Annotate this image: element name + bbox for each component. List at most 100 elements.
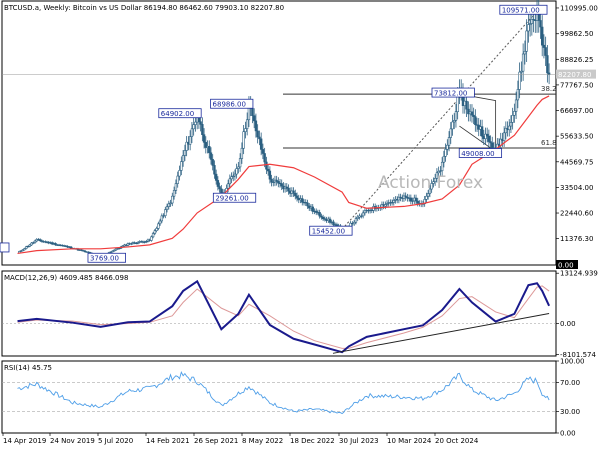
price-candle-body — [118, 247, 121, 250]
rsi-title: RSI(14) 45.75 — [4, 364, 52, 372]
price-candle-body — [258, 136, 261, 140]
price-candle-body — [252, 115, 256, 122]
price-candle-body — [294, 192, 297, 197]
price-candle-body — [449, 128, 452, 138]
price-candle-body — [489, 141, 492, 144]
price-candle-body — [433, 177, 437, 182]
price-tag — [556, 69, 596, 79]
price-candle-body — [547, 72, 551, 75]
x-tick-label: 18 Dec 2022 — [290, 437, 335, 445]
watermark: Action Forex — [378, 173, 483, 193]
price-y-tick-label: 22440.60 — [560, 210, 593, 218]
price-candle-body — [266, 168, 270, 172]
rsi-line — [17, 371, 550, 415]
price-candle-body — [143, 241, 146, 243]
price-candle-body — [209, 152, 213, 160]
price-candle-body — [352, 221, 356, 225]
price-candle-body — [328, 218, 332, 223]
price-candle-body — [32, 242, 35, 244]
price-candle-body — [201, 124, 204, 135]
price-candle-body — [437, 171, 440, 174]
price-candle-body — [145, 241, 148, 243]
price-y-tick-label: 66697.00 — [560, 107, 593, 115]
price-candle-body — [472, 114, 475, 117]
price-candle-body — [240, 147, 244, 159]
price-candle-body — [335, 224, 339, 227]
price-candle-body — [19, 250, 23, 252]
price-candle-body — [453, 120, 456, 123]
price-candle-body — [514, 99, 518, 112]
price-candle-body — [416, 200, 419, 204]
annotation-label: 29261.00 — [215, 195, 248, 203]
price-candle-body — [306, 202, 309, 207]
fib-label: 38.2 — [541, 85, 557, 93]
macd-trendline — [332, 313, 550, 354]
price-candle-body — [216, 180, 220, 187]
price-candle-body — [242, 131, 245, 149]
price-candle-body — [546, 55, 549, 74]
rsi-y-tick-label: 0.00 — [560, 430, 576, 438]
price-candle-body — [233, 173, 237, 177]
price-candle-body — [213, 165, 216, 175]
price-candle-body — [509, 122, 513, 127]
price-candle-body — [26, 245, 30, 248]
price-candle-body — [444, 148, 447, 157]
price-candle-body — [153, 230, 157, 234]
price-candle-body — [320, 215, 323, 218]
price-candle-body — [384, 204, 387, 207]
price-candle-body — [527, 24, 530, 32]
price-candle-body — [169, 202, 172, 205]
price-y-tick-label: 77767.50 — [560, 81, 593, 89]
x-tick-label: 24 Nov 2019 — [50, 437, 95, 445]
price-candle-body — [484, 133, 487, 139]
price-candle-body — [192, 124, 195, 130]
price-candle-body — [54, 243, 57, 246]
price-candle-body — [425, 195, 428, 200]
price-candle-body — [176, 175, 179, 184]
price-candle-body — [218, 186, 221, 190]
price-candle-body — [518, 71, 521, 90]
rsi-y-tick-label: 70.00 — [560, 379, 580, 387]
price-candle-body — [208, 146, 211, 154]
price-candle-body — [21, 249, 24, 252]
price-candle-body — [270, 178, 273, 183]
panel-frame-macd — [1, 270, 557, 357]
price-candle-body — [261, 149, 265, 154]
price-candle-body — [111, 250, 114, 253]
price-candle-body — [439, 170, 442, 172]
price-y-tick-label: 11376.30 — [560, 235, 593, 243]
price-candle-body — [318, 212, 321, 217]
price-candle-body — [83, 250, 87, 253]
price-y-tick-label: 33504.00 — [560, 184, 593, 192]
annotation-label: 68986.00 — [213, 101, 246, 109]
price-candle-body — [542, 44, 546, 48]
price-candle-body — [485, 133, 489, 137]
rsi-y-tick-label: 100.00 — [560, 358, 585, 366]
price-candle-body — [180, 161, 183, 171]
price-candle-body — [392, 200, 395, 203]
price-candle-body — [539, 20, 542, 28]
fib-label: 61.8 — [541, 139, 557, 147]
price-candle-body — [80, 249, 83, 251]
price-candle-body — [188, 136, 192, 145]
annotation-label: 64902.00 — [161, 110, 194, 118]
price-candle-body — [228, 178, 232, 185]
x-tick-label: 30 Jul 2023 — [339, 437, 379, 445]
price-candle-body — [157, 223, 160, 229]
price-candle-body — [540, 26, 544, 46]
price-candle-body — [508, 125, 511, 131]
price-candle-body — [454, 111, 458, 121]
price-candle-body — [226, 183, 230, 189]
annotation-box — [431, 87, 475, 98]
annotation-label: 49008.00 — [461, 150, 494, 158]
price-candle-body — [69, 246, 73, 249]
price-candle-body — [160, 215, 164, 222]
macd-line — [17, 279, 551, 354]
price-candle-body — [164, 209, 167, 216]
price-candle-body — [40, 240, 44, 242]
annotation-box — [158, 108, 202, 119]
price-candle-body — [360, 215, 363, 217]
price-y-tick-label: 55633.50 — [560, 133, 593, 141]
annotation-edge-box — [0, 242, 10, 253]
